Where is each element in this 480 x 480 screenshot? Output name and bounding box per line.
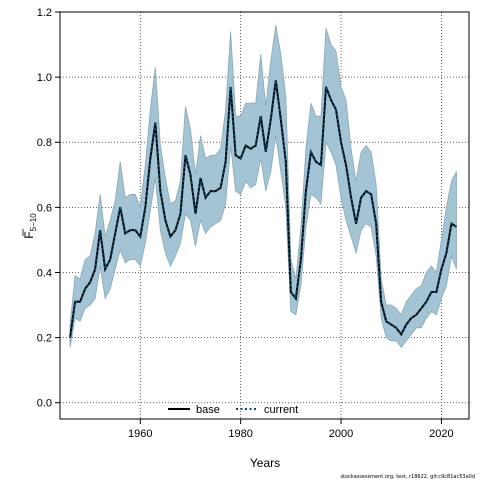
x-tick-label: 1960 — [128, 428, 152, 440]
y-axis-title-main: F — [22, 231, 36, 238]
svg-text:F5−10: F5−10 — [22, 213, 38, 239]
x-axis-title: Years — [250, 456, 280, 470]
y-tick-label: 1.2 — [37, 7, 52, 19]
y-tick-label: 0.8 — [37, 137, 52, 149]
y-tick-label: 0.6 — [37, 202, 52, 214]
y-axis: 0.0 0.2 0.4 0.6 0.8 1.0 1.2 — [37, 7, 60, 410]
legend: base current — [168, 404, 298, 416]
y-tick-label: 1.0 — [37, 72, 52, 84]
legend-label-current: current — [264, 404, 298, 416]
confidence-band — [69, 24, 457, 349]
legend-label-base: base — [196, 404, 220, 416]
series-line-current — [69, 80, 457, 338]
x-tick-label: 1980 — [228, 428, 252, 440]
y-tick-label: 0.4 — [37, 267, 52, 279]
plot-frame — [59, 11, 470, 420]
y-tick-label: 0.0 — [37, 398, 52, 410]
x-tick-label: 2000 — [329, 428, 353, 440]
x-tick-label: 2020 — [429, 428, 453, 440]
y-tick-label: 0.2 — [37, 333, 52, 345]
y-axis-title: F5−10 — [22, 213, 38, 239]
x-axis: 1960 1980 2000 2020 — [128, 419, 454, 440]
footer-note: stockassessment.org, test, r18622, git:c… — [340, 474, 475, 480]
y-axis-title-subscript: 5−10 — [29, 213, 38, 232]
